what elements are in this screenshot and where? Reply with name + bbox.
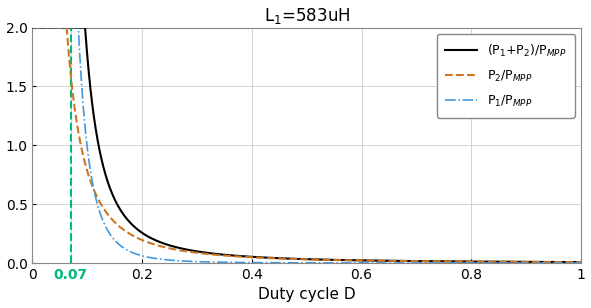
Title: L$_1$=583uH: L$_1$=583uH — [264, 6, 350, 26]
P$_1$/P$_{MPP}$ — [577, 261, 584, 265]
P$_2$/P$_{MPP}$ — [358, 259, 365, 262]
(P$_1$+P$_2$)/P$_{MPP}$ — [577, 260, 584, 264]
P$_2$/P$_{MPP}$ — [439, 260, 446, 263]
P$_2$/P$_{MPP}$ — [577, 260, 584, 264]
(P$_1$+P$_2$)/P$_{MPP}$ — [439, 260, 446, 263]
Line: (P$_1$+P$_2$)/P$_{MPP}$: (P$_1$+P$_2$)/P$_{MPP}$ — [33, 27, 581, 262]
X-axis label: Duty cycle D: Duty cycle D — [258, 287, 356, 302]
P$_1$/P$_{MPP}$ — [439, 261, 446, 265]
P$_1$/P$_{MPP}$ — [386, 261, 393, 265]
P$_1$/P$_{MPP}$ — [358, 261, 365, 265]
(P$_1$+P$_2$)/P$_{MPP}$ — [239, 254, 246, 258]
(P$_1$+P$_2$)/P$_{MPP}$ — [358, 258, 365, 262]
P$_1$/P$_{MPP}$ — [30, 26, 37, 29]
P$_1$/P$_{MPP}$ — [239, 261, 246, 264]
P$_1$/P$_{MPP}$ — [129, 251, 136, 254]
P$_2$/P$_{MPP}$ — [30, 26, 37, 29]
Legend: (P$_1$+P$_2$)/P$_{MPP}$, P$_2$/P$_{MPP}$, P$_1$/P$_{MPP}$: (P$_1$+P$_2$)/P$_{MPP}$, P$_2$/P$_{MPP}$… — [437, 34, 575, 118]
(P$_1$+P$_2$)/P$_{MPP}$ — [129, 223, 136, 227]
(P$_1$+P$_2$)/P$_{MPP}$ — [30, 26, 37, 29]
P$_2$/P$_{MPP}$ — [239, 255, 246, 259]
Line: P$_1$/P$_{MPP}$: P$_1$/P$_{MPP}$ — [33, 27, 581, 263]
(P$_1$+P$_2$)/P$_{MPP}$ — [480, 260, 487, 263]
(P$_1$+P$_2$)/P$_{MPP}$ — [386, 259, 393, 263]
P$_2$/P$_{MPP}$ — [129, 233, 136, 237]
Line: P$_2$/P$_{MPP}$: P$_2$/P$_{MPP}$ — [33, 27, 581, 262]
P$_2$/P$_{MPP}$ — [480, 260, 487, 264]
P$_1$/P$_{MPP}$ — [480, 261, 487, 265]
P$_2$/P$_{MPP}$ — [386, 259, 393, 263]
